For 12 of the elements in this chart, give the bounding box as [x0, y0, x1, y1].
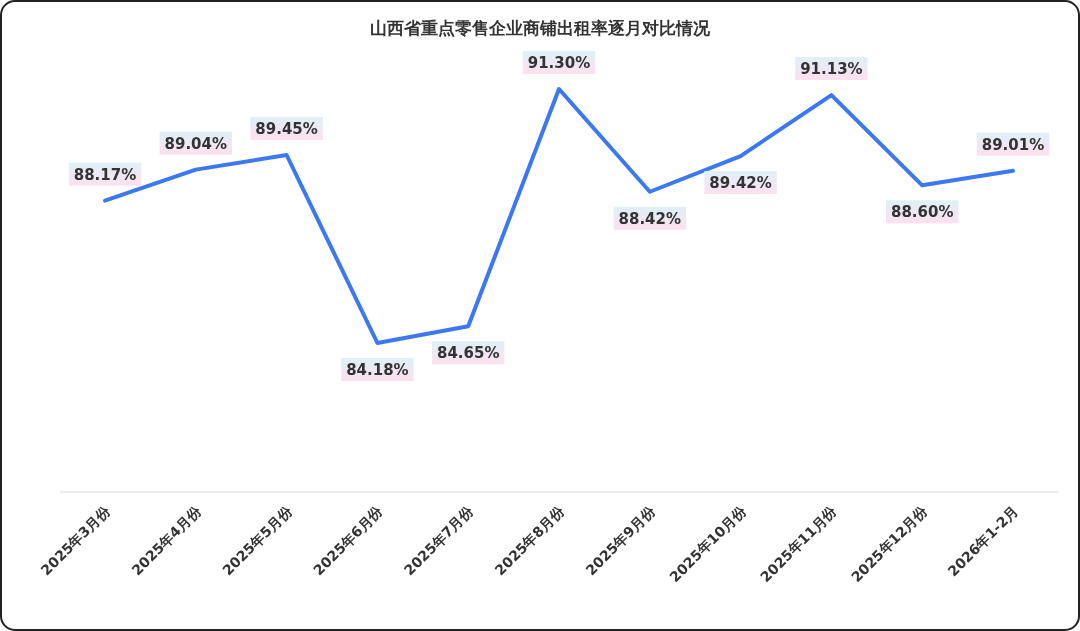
data-label: 89.42%	[709, 174, 772, 193]
data-label: 91.13%	[800, 60, 863, 79]
chart-title: 山西省重点零售企业商铺出租率逐月对比情况	[370, 18, 711, 38]
data-label: 88.17%	[73, 165, 137, 184]
data-label: 88.60%	[890, 203, 954, 222]
data-label: 89.01%	[981, 135, 1045, 154]
data-label: 84.65%	[436, 344, 500, 363]
data-label: 89.45%	[255, 120, 318, 138]
data-label: 88.42%	[618, 209, 682, 228]
data-label: 89.04%	[164, 134, 228, 153]
data-label: 84.18%	[346, 361, 409, 379]
data-label: 91.30%	[527, 54, 591, 72]
